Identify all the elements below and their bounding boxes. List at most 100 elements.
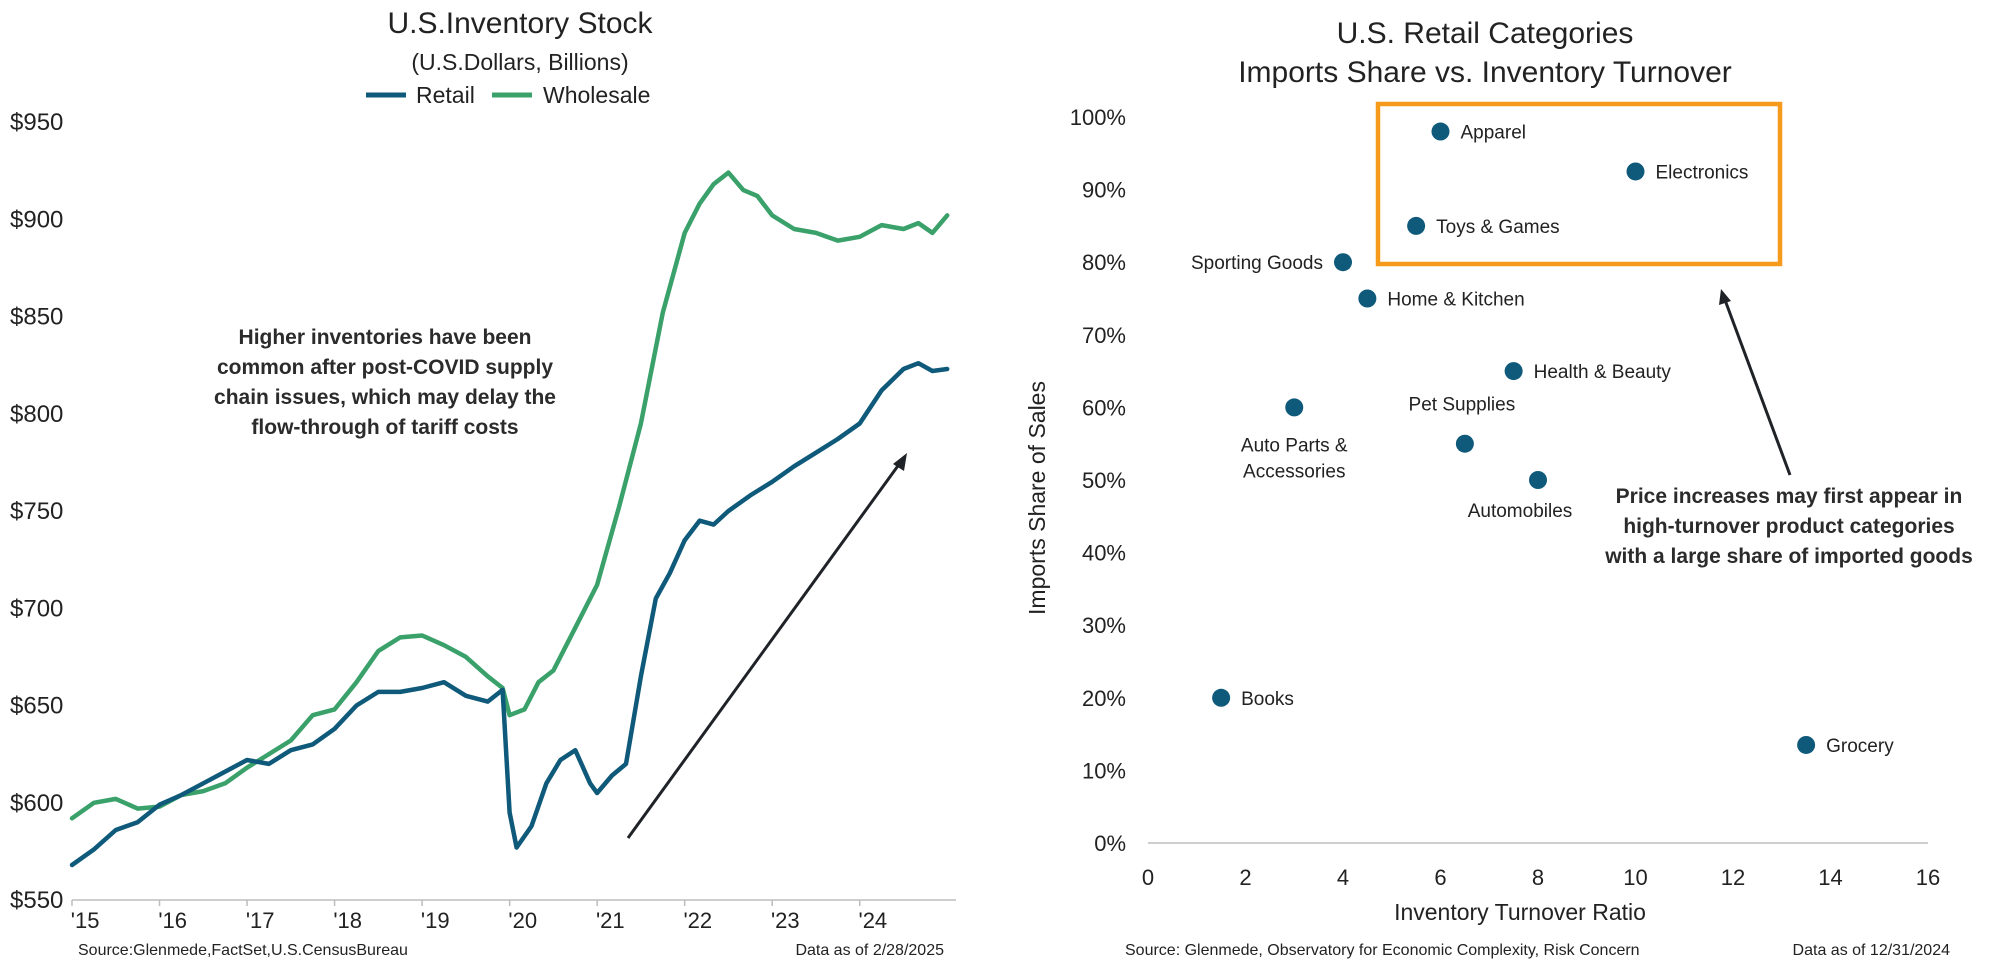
y-tick-label: 50% [1082, 468, 1126, 493]
date-note: Data as of 2/28/2025 [795, 942, 944, 959]
y-axis-label: Imports Share of Sales [1024, 381, 1050, 615]
x-tick-label: 12 [1721, 865, 1745, 890]
scatter-point [1334, 253, 1352, 272]
inventory-stock-svg: U.S.Inventory Stock (U.S.Dollars, Billio… [10, 7, 956, 959]
chart-title-line2: Imports Share vs. Inventory Turnover [1238, 56, 1732, 89]
scatter-point [1285, 398, 1304, 417]
point-label: Grocery [1826, 736, 1894, 757]
series-lines [69, 170, 950, 868]
x-tick-label: 4 [1337, 865, 1349, 890]
y-tick-label: $950 [10, 109, 63, 136]
callout-line: high-turnover product categories [1623, 515, 1954, 538]
source-note: Source:Glenmede,FactSet,U.S.CensusBureau [78, 942, 408, 959]
x-axis-label: Inventory Turnover Ratio [1394, 899, 1646, 925]
annotation-text: Higher inventories have been common afte… [214, 326, 556, 439]
scatter-point [1407, 216, 1426, 235]
y-tick-label: 80% [1082, 250, 1126, 275]
wholesale-line [69, 170, 950, 821]
x-tick-label: '20 [508, 908, 537, 933]
callout-text: Price increases may first appear in high… [1604, 485, 1973, 568]
scatter-point [1797, 735, 1816, 754]
x-tick-label: 0 [1142, 865, 1154, 890]
x-tick-label: '15 [71, 908, 100, 933]
annotation-line: chain issues, which may delay the [214, 386, 556, 409]
y-tick-label: 70% [1082, 323, 1126, 348]
point-label: Apparel [1461, 123, 1527, 144]
callout-arrow-head [1719, 289, 1731, 305]
point-label: Pet Supplies [1409, 395, 1516, 416]
scatter-point [1455, 434, 1474, 453]
y-tick-label: $600 [10, 790, 63, 817]
y-tick-label: $700 [10, 595, 63, 622]
date-note: Data as of 12/31/2024 [1793, 942, 1951, 959]
legend-wholesale-label: Wholesale [543, 82, 650, 108]
x-tick-label: '16 [158, 908, 187, 933]
callout-arrow [1719, 289, 1792, 476]
y-tick-label: $850 [10, 304, 63, 331]
scatter-point [1212, 688, 1231, 707]
point-label: Toys & Games [1436, 217, 1560, 238]
y-axis-ticks: $550 $600 $650 $700 $750 $800 $850 $900 $950 [10, 109, 63, 914]
x-tick-label: '22 [683, 908, 712, 933]
x-tick-label: '24 [859, 908, 888, 933]
point-label: Accessories [1243, 461, 1345, 482]
point-label: Health & Beauty [1534, 362, 1672, 383]
y-tick-label: 40% [1082, 541, 1126, 566]
x-axis-ticks: 0 2 4 6 8 10 12 14 16 [1142, 865, 1940, 890]
source-note: Source: Glenmede, Observatory for Econom… [1125, 942, 1640, 959]
x-tick-label: 2 [1239, 865, 1251, 890]
highlight-box [1375, 101, 1783, 267]
x-tick-label: 14 [1818, 865, 1842, 890]
point-label: Home & Kitchen [1387, 290, 1524, 311]
scatter-points: Apparel Electronics Toys & Games Sporting G… [1191, 122, 1894, 757]
scatter-point [1358, 289, 1377, 308]
y-tick-label: 10% [1082, 758, 1126, 783]
y-tick-label: 100% [1070, 105, 1126, 130]
y-tick-label: 0% [1094, 831, 1126, 856]
y-tick-label: $650 [10, 693, 63, 720]
point-label: Auto Parts & [1241, 435, 1348, 456]
point-label: Electronics [1656, 162, 1749, 183]
trend-arrow [626, 453, 907, 839]
point-label: Books [1241, 689, 1294, 710]
annotation-line: Higher inventories have been [239, 326, 532, 349]
scatter-point [1529, 471, 1547, 489]
retail-line [69, 360, 950, 868]
scatter-point [1431, 122, 1450, 141]
annotation-line: common after post-COVID supply [217, 356, 553, 379]
inventory-stock-chart: U.S.Inventory Stock (U.S.Dollars, Billio… [10, 7, 956, 959]
x-tick-label: 10 [1623, 865, 1647, 890]
x-tick-label: '23 [771, 908, 800, 933]
y-tick-label: $800 [10, 401, 63, 428]
legend: Retail Wholesale [366, 82, 650, 108]
point-label: Automobiles [1468, 501, 1573, 522]
x-tick-label: 16 [1916, 865, 1940, 890]
x-axis-ticks: '15 '16 '17 '18 '19 '20 '21 '22 '23 '24 [71, 900, 887, 933]
chart-subtitle: (U.S.Dollars, Billions) [411, 49, 628, 75]
scatter-point [1626, 162, 1645, 181]
x-tick-label: '19 [421, 908, 450, 933]
x-tick-label: '17 [246, 908, 275, 933]
chart-title: U.S.Inventory Stock [387, 7, 653, 40]
callout-line: with a large share of imported goods [1604, 545, 1973, 568]
trend-arrow-line [626, 462, 902, 839]
y-axis-ticks: 0% 10% 20% 30% 40% 50% 60% 70% 80% 90% 100% [1070, 105, 1126, 856]
x-tick-label: '18 [333, 908, 362, 933]
callout-line: Price increases may first appear in [1616, 485, 1963, 508]
y-tick-label: 90% [1082, 178, 1126, 203]
imports-vs-turnover-chart: U.S. Retail Categories Imports Share vs.… [1000, 0, 2000, 967]
annotation-line: flow-through of tariff costs [251, 416, 518, 439]
y-tick-label: $900 [10, 206, 63, 233]
x-tick-label: '21 [596, 908, 625, 933]
y-tick-label: 60% [1082, 395, 1126, 420]
scatter-point [1504, 362, 1523, 381]
x-tick-label: 6 [1434, 865, 1446, 890]
chart-title-line1: U.S. Retail Categories [1337, 17, 1634, 50]
imports-vs-turnover-svg: U.S. Retail Categories Imports Share vs.… [1024, 17, 1973, 959]
y-tick-label: 20% [1082, 686, 1126, 711]
legend-retail-label: Retail [416, 82, 475, 108]
y-tick-label: 30% [1082, 613, 1126, 638]
callout-arrow-line [1723, 299, 1792, 476]
y-tick-label: $750 [10, 498, 63, 525]
y-tick-label: $550 [10, 887, 63, 914]
